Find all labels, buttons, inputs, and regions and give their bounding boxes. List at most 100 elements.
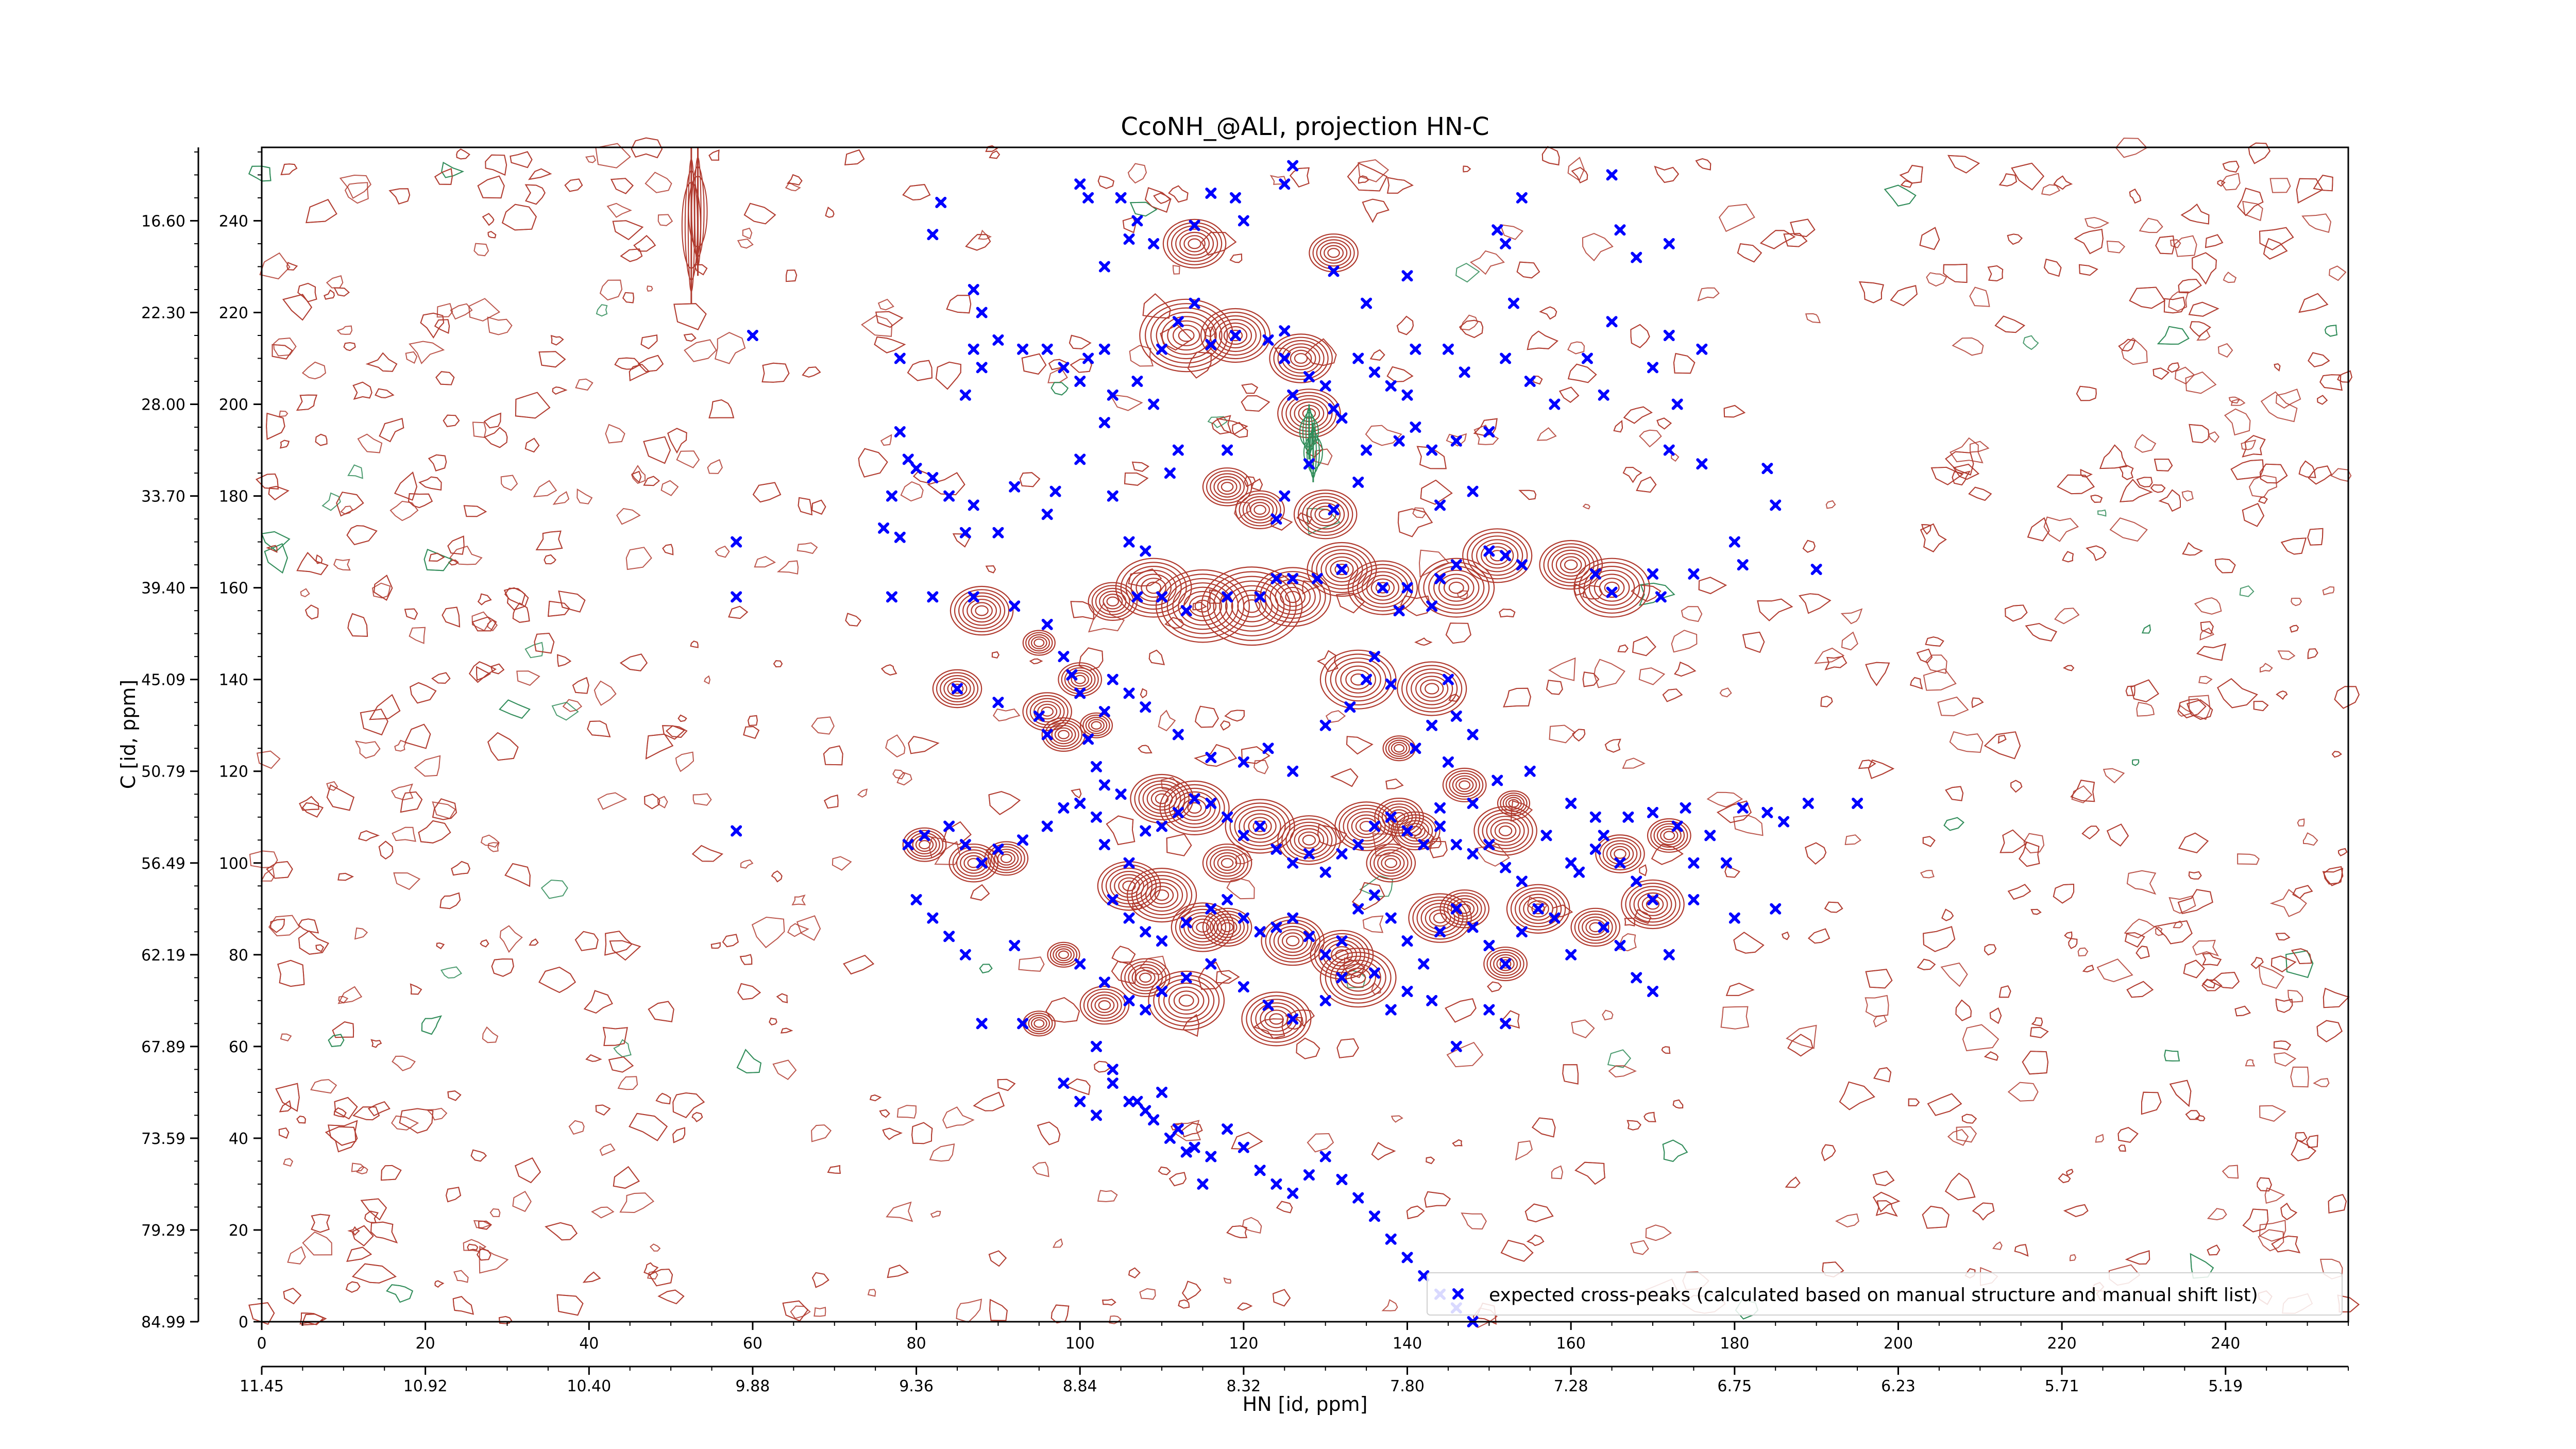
y-ppm-tick-label: 28.00 <box>141 396 185 414</box>
noise-contour <box>516 670 540 686</box>
cross-peak-marker <box>1074 453 1086 465</box>
noise-contour <box>370 1221 398 1243</box>
peak-contour-ring <box>1136 874 1188 916</box>
cross-peak-marker <box>1524 765 1536 777</box>
noise-contour <box>405 351 418 364</box>
noise-contour <box>1706 791 1743 808</box>
noise-contour <box>2096 958 2133 983</box>
cross-peak-marker <box>1483 545 1495 557</box>
peak-contour-ring <box>1602 840 1638 868</box>
peak-contour-ring <box>1345 669 1371 690</box>
cross-peak-marker <box>1238 912 1249 924</box>
noise-contour <box>2086 545 2107 561</box>
peak-contour-ring <box>1168 986 1205 1015</box>
noise-contour <box>1284 1009 1315 1027</box>
noise-contour <box>1671 453 1680 462</box>
noise-contour <box>2129 188 2142 204</box>
noise-contour <box>1029 658 1043 665</box>
cross-peak-marker <box>1450 435 1462 447</box>
cross-peak-marker <box>1074 687 1086 699</box>
peak-contour-ring <box>1401 665 1463 713</box>
cross-peak-marker <box>1238 756 1249 768</box>
noise-contour <box>2230 399 2246 406</box>
cross-peak-marker <box>1418 839 1430 851</box>
noise-contour <box>410 682 437 704</box>
peak-contour-ring <box>1217 919 1238 935</box>
noise-contour <box>2153 367 2170 380</box>
noise-contour <box>463 1239 487 1252</box>
noise-contour <box>927 472 965 496</box>
cross-peak-marker <box>1238 830 1249 841</box>
noise-contour <box>2273 1040 2292 1051</box>
noise-contour <box>869 1094 882 1102</box>
cross-peak-marker <box>1434 820 1446 832</box>
noise-contour <box>614 357 641 370</box>
peak-contour-ring <box>1489 951 1521 976</box>
ridge-contour-ring <box>1309 426 1317 479</box>
noise-contour <box>489 1208 501 1217</box>
noise-contour <box>356 1166 368 1174</box>
noise-contour <box>249 850 278 868</box>
cross-peak-marker <box>1655 591 1667 603</box>
noise-contour <box>644 794 660 810</box>
noise-contour <box>273 338 297 357</box>
noise-contour <box>2129 287 2166 309</box>
noise-contour <box>1343 957 1365 979</box>
noise-contour <box>2258 496 2268 504</box>
peak-contour-ring <box>1206 846 1249 880</box>
cross-peak-marker <box>1107 490 1118 502</box>
noise-contour <box>648 1269 673 1287</box>
noise-contour <box>2205 234 2224 248</box>
noise-contour <box>2125 685 2136 696</box>
noise-contour <box>1241 395 1270 412</box>
noise-contour <box>1941 908 1954 921</box>
noise-contour <box>266 861 293 879</box>
noise-contour <box>1195 705 1219 728</box>
y-tick-label: 40 <box>229 1130 248 1148</box>
cross-peak-marker <box>1319 949 1331 961</box>
noise-contour <box>391 1115 419 1131</box>
noise-contour <box>1428 836 1442 849</box>
noise-contour <box>431 672 451 684</box>
noise-contour <box>993 708 1021 722</box>
cross-peak-marker <box>1467 921 1479 933</box>
noise-contour <box>500 475 518 491</box>
noise-contour <box>1276 1201 1293 1214</box>
noise-contour <box>1069 334 1092 349</box>
noise-contour <box>1947 155 1980 174</box>
noise-contour <box>1920 523 1947 552</box>
peak-contour-ring <box>1088 582 1138 621</box>
noise-contour <box>902 184 931 201</box>
noise-contour <box>510 151 533 169</box>
noise-contour <box>2222 160 2240 173</box>
noise-contour <box>2154 920 2193 945</box>
peak-contour-ring <box>1443 578 1469 598</box>
peak-contour-ring <box>1285 935 1300 947</box>
noise-contour <box>467 1243 479 1251</box>
peak-contour-ring <box>1188 238 1201 249</box>
noise-contour <box>2005 604 2028 622</box>
peak-contour-ring <box>1194 599 1211 613</box>
noise-contour <box>1567 341 1585 355</box>
noise-contour <box>392 1055 416 1071</box>
noise-contour <box>900 481 924 502</box>
noise-contour <box>256 473 279 490</box>
peak-contour-ring <box>1250 501 1270 518</box>
peak-contour-ring <box>1285 591 1301 603</box>
y-ppm-tick-label: 62.19 <box>141 947 185 965</box>
x-tick-label: 120 <box>1229 1335 1258 1353</box>
noise-contour <box>2257 1177 2272 1192</box>
cross-peak-marker <box>1450 710 1462 722</box>
peak-contour-ring <box>940 675 975 702</box>
noise-contour <box>2076 385 2097 401</box>
peak-contour-ring <box>1213 916 1241 938</box>
peak-contour-ring <box>1164 784 1225 832</box>
noise-contour <box>1381 1299 1398 1311</box>
cross-peak-marker <box>1148 398 1160 410</box>
peak-contour-ring <box>1391 742 1408 755</box>
noise-contour <box>2174 235 2197 257</box>
cross-peak-marker <box>1009 600 1021 612</box>
noise-contour <box>1178 1299 1190 1309</box>
peak-contour-ring <box>1210 473 1245 501</box>
noise-contour <box>2154 459 2173 471</box>
